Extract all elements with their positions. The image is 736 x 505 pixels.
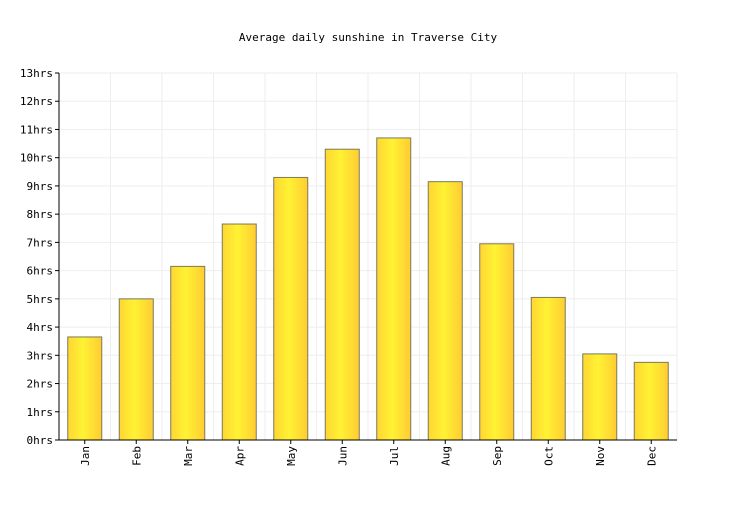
bar-apr [221,223,257,441]
y-tick-label: 7hrs [27,236,54,249]
y-tick-label: 9hrs [27,180,54,193]
bar-dec [633,361,669,441]
bar-jun [324,148,360,441]
y-tick-label: 2hrs [27,378,54,391]
y-tick-label: 13hrs [20,67,53,80]
bars [67,137,669,441]
bar-oct [530,296,566,441]
bar-jul [376,137,412,441]
y-tick-label: 8hrs [27,208,54,221]
x-tick-label: Apr [233,446,246,466]
x-tick-label: Jan [79,446,92,466]
y-tick-label: 5hrs [27,293,54,306]
y-tick-label: 10hrs [20,152,53,165]
x-tick-label: Aug [439,446,452,466]
x-tick-label: Dec [645,446,658,466]
x-tick-label: Jun [336,446,349,466]
y-tick-label: 4hrs [27,321,54,334]
axes: 0hrs 1hrs 2hrs 3hrs 4hrs 5hrs 6hrs 7hrs 8hrs 9hrs… [20,67,677,466]
y-tick-label: 1hrs [27,406,54,419]
y-tick-label: 3hrs [27,349,54,362]
y-tick-label: 6hrs [27,265,54,278]
x-tick-label: Mar [182,446,195,466]
y-tick-label: 12hrs [20,95,53,108]
x-tick-label: Nov [594,446,607,466]
bar-jan [67,336,103,441]
x-tick-label: Sep [491,446,504,466]
x-tick-label: May [285,446,298,466]
bar-aug [427,181,463,441]
bar-nov [582,353,618,441]
bar-sep [479,243,515,441]
grid [58,72,678,441]
bar-may [273,176,309,441]
y-tick-label: 0hrs [27,434,54,447]
bar-feb [118,298,154,441]
x-tick-label: Feb [130,446,143,466]
chart-title: Average daily sunshine in Traverse City [239,31,498,44]
x-tick-label: Jul [388,446,401,466]
bar-mar [170,265,206,441]
y-tick-label: 11hrs [20,123,53,136]
x-tick-label: Oct [542,446,555,466]
